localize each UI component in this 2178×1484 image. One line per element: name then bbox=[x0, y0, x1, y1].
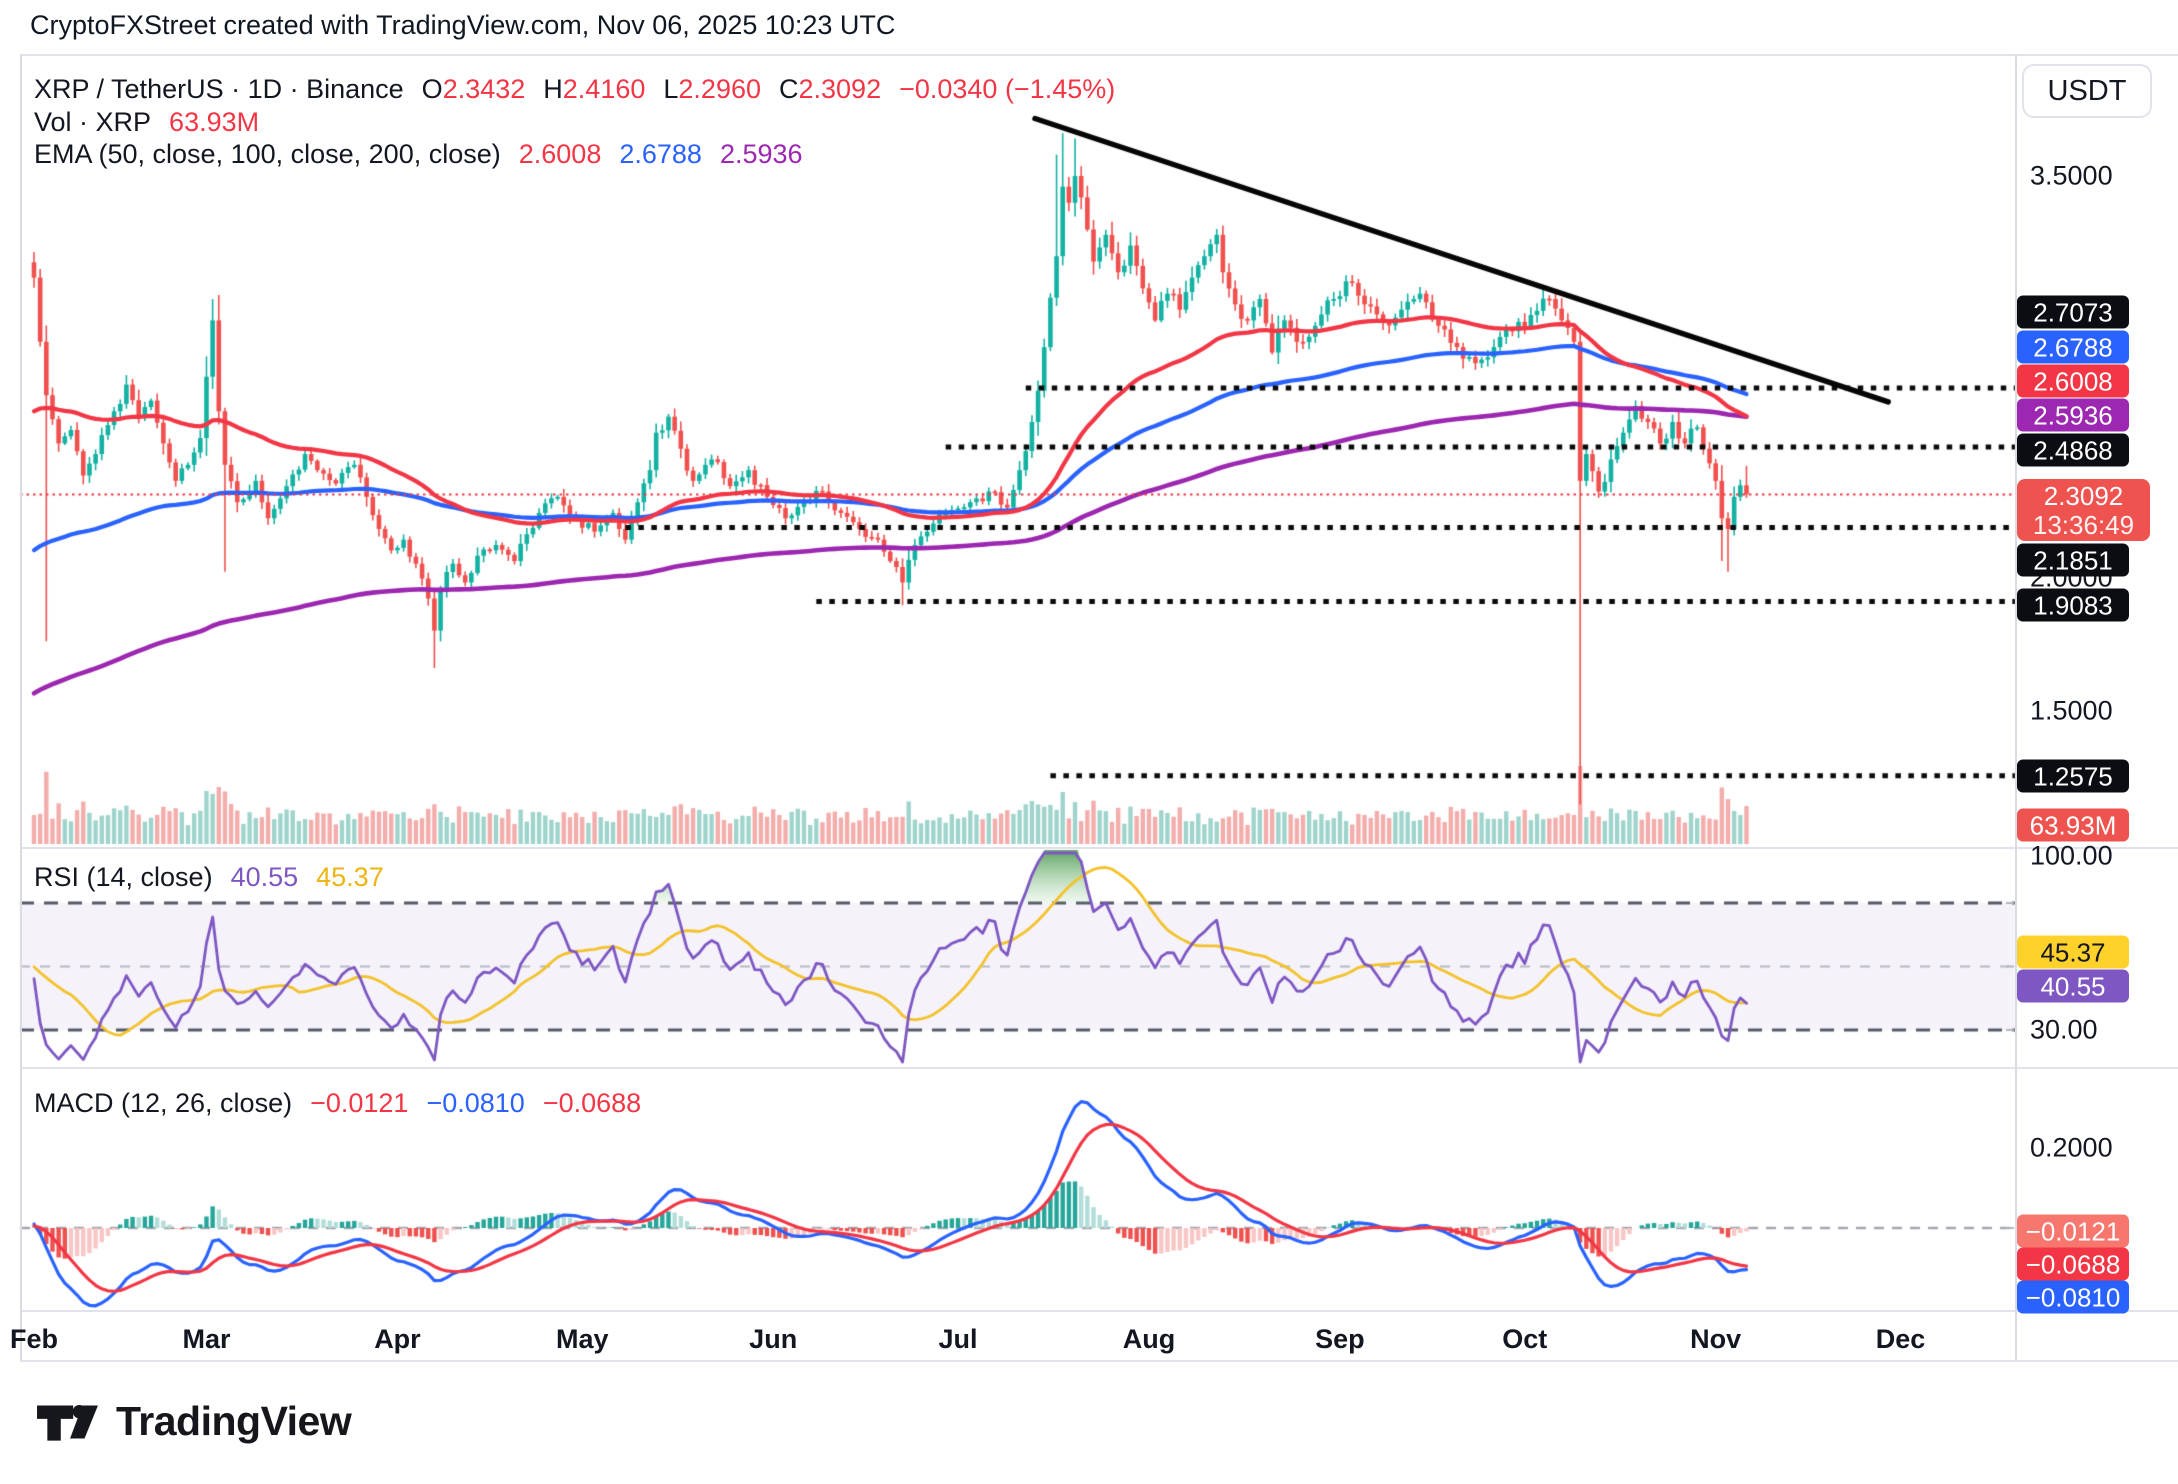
time-axis-label-Jun[interactable]: Jun bbox=[749, 1324, 798, 1354]
change-value: −0.0340 (−1.45%) bbox=[899, 74, 1116, 104]
time-axis-label-Sep[interactable]: Sep bbox=[1315, 1324, 1365, 1354]
time-axis-label-Aug[interactable]: Aug bbox=[1122, 1324, 1176, 1354]
axis-tick-3.5000: 3.5000 bbox=[2030, 160, 2113, 191]
axis-badge-2.3092: 2.3092 13:36:49 bbox=[2017, 479, 2150, 541]
axis-badge-2.1851: 2.1851 bbox=[2017, 543, 2129, 577]
volume-legend[interactable]: Vol · XRP 63.93M bbox=[34, 107, 259, 138]
time-axis-label-Oct[interactable]: Oct bbox=[1502, 1324, 1548, 1354]
axis-badge-2.7073: 2.7073 bbox=[2017, 295, 2129, 329]
ohlc-field-o: O2.3432 bbox=[421, 74, 526, 104]
price-scale-separator[interactable] bbox=[2015, 54, 2017, 1360]
volume-value: 63.93M bbox=[169, 107, 260, 137]
pane-separator-timeaxis bbox=[20, 1310, 2178, 1312]
pane-separator-macd bbox=[20, 1067, 2178, 1069]
axis-tick-0.2000: 0.2000 bbox=[2030, 1132, 2113, 1163]
time-axis-label-Dec[interactable]: Dec bbox=[1875, 1324, 1926, 1354]
time-axis-label-Mar[interactable]: Mar bbox=[182, 1324, 231, 1354]
axis-badge-−0.0121: −0.0121 bbox=[2017, 1214, 2129, 1248]
axis-badge-2.4868: 2.4868 bbox=[2017, 433, 2129, 467]
chart-left-border bbox=[20, 54, 22, 1360]
tradingview-logo-text: TradingView bbox=[116, 1398, 352, 1444]
ohlc-fields: O2.3432 H2.4160 L2.2960 C2.3092 bbox=[404, 74, 881, 105]
ohlc-field-c: C2.3092 bbox=[779, 74, 882, 104]
macd-values: −0.0121 −0.0810 −0.0688 bbox=[292, 1088, 641, 1119]
ema-legend[interactable]: EMA (50, close, 100, close, 200, close) … bbox=[34, 139, 803, 170]
axis-badge-40.55: 40.55 bbox=[2017, 969, 2129, 1003]
volume-label: Vol · XRP bbox=[34, 107, 152, 137]
axis-tick-100.00: 100.00 bbox=[2030, 840, 2113, 871]
page-title: CryptoFXStreet created with TradingView.… bbox=[30, 10, 896, 40]
axis-tick-1.5000: 1.5000 bbox=[2030, 695, 2113, 726]
symbol-legend[interactable]: XRP / TetherUS · 1D · Binance O2.3432 H2.… bbox=[34, 74, 1115, 105]
axis-badge-63.93M: 63.93M bbox=[2017, 808, 2129, 842]
ema-label: EMA (50, close, 100, close, 200, close) bbox=[34, 139, 501, 169]
rsi-value-1: 45.37 bbox=[316, 862, 384, 892]
rsi-values: 40.55 45.37 bbox=[213, 862, 384, 893]
axis-badge-2.6788: 2.6788 bbox=[2017, 330, 2129, 364]
axis-badge-2.6008: 2.6008 bbox=[2017, 364, 2129, 398]
tradingview-logo[interactable]: TradingView bbox=[36, 1398, 352, 1445]
axis-badge-45.37: 45.37 bbox=[2017, 935, 2129, 969]
time-axis-label-Feb[interactable]: Feb bbox=[9, 1324, 59, 1354]
macd-value-0: −0.0121 bbox=[310, 1088, 409, 1118]
pane-separator-rsi bbox=[20, 847, 2178, 849]
time-axis-label-Jul[interactable]: Jul bbox=[938, 1324, 978, 1354]
rsi-legend[interactable]: RSI (14, close) 40.55 45.37 bbox=[34, 862, 384, 893]
rsi-value-0: 40.55 bbox=[230, 862, 299, 892]
chart-bottom-border bbox=[20, 1360, 2178, 1362]
macd-value-2: −0.0688 bbox=[542, 1088, 642, 1118]
macd-legend[interactable]: MACD (12, 26, close) −0.0121 −0.0810 −0.06… bbox=[34, 1088, 641, 1119]
header-separator bbox=[20, 54, 2178, 56]
axis-badge-2.5936: 2.5936 bbox=[2017, 398, 2129, 432]
axis-badge-1.2575: 1.2575 bbox=[2017, 759, 2129, 793]
rsi-label: RSI (14, close) bbox=[34, 862, 213, 892]
ema-value-2: 2.5936 bbox=[719, 139, 803, 169]
ema-value-1: 2.6788 bbox=[619, 139, 702, 169]
time-axis-label-Nov[interactable]: Nov bbox=[1690, 1324, 1742, 1354]
axis-badge-−0.0688: −0.0688 bbox=[2017, 1247, 2129, 1281]
tradingview-logo-icon bbox=[36, 1400, 100, 1444]
axis-badge-1.9083: 1.9083 bbox=[2017, 588, 2129, 622]
axis-badge-−0.0810: −0.0810 bbox=[2017, 1280, 2129, 1314]
ohlc-field-h: H2.4160 bbox=[543, 74, 646, 104]
ema-values: 2.6008 2.6788 2.5936 bbox=[501, 139, 803, 170]
time-axis-label-Apr[interactable]: Apr bbox=[374, 1324, 421, 1354]
currency-toggle[interactable]: USDT bbox=[2022, 64, 2152, 118]
macd-label: MACD (12, 26, close) bbox=[34, 1088, 293, 1118]
ohlc-field-l: L2.2960 bbox=[663, 74, 761, 104]
time-axis-label-May[interactable]: May bbox=[555, 1324, 609, 1354]
ema-value-0: 2.6008 bbox=[518, 139, 602, 169]
macd-value-1: −0.0810 bbox=[426, 1088, 525, 1118]
symbol-title: XRP / TetherUS · 1D · Binance bbox=[34, 74, 404, 104]
axis-tick-30.00: 30.00 bbox=[2030, 1014, 2098, 1045]
